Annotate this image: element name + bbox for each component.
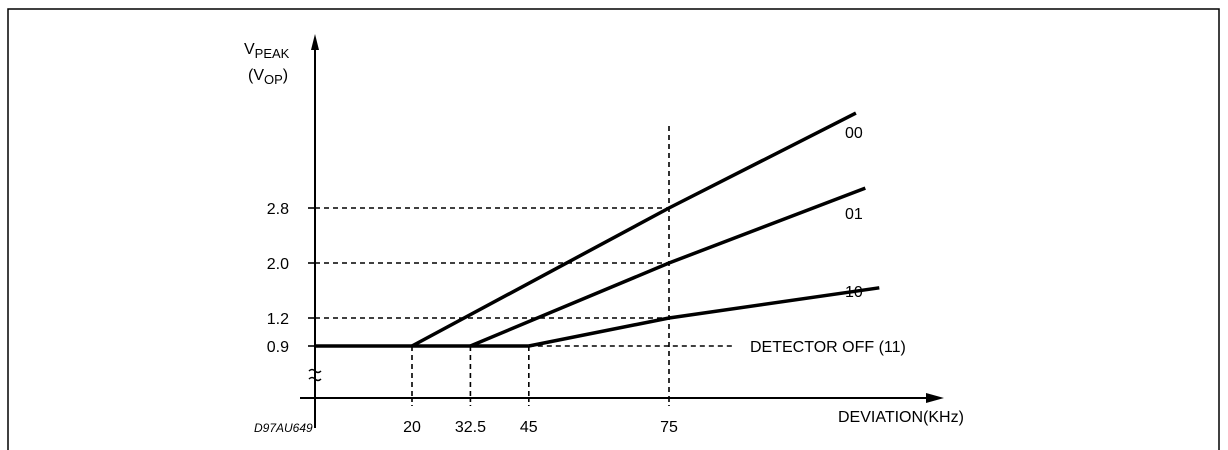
y-axis-label: VPEAK xyxy=(244,41,290,61)
y-axis-arrowhead xyxy=(311,34,319,50)
series-labels: 00 01 10 DETECTOR OFF (11) xyxy=(750,125,906,356)
series-label-1: 01 xyxy=(845,206,863,223)
y-tick-label: 1.2 xyxy=(267,311,289,328)
guide-lines xyxy=(308,126,735,406)
figure-id: D97AU649 xyxy=(254,421,313,435)
series-label-3: DETECTOR OFF (11) xyxy=(750,339,906,356)
series-line-0 xyxy=(411,111,857,348)
series-label-2: 10 xyxy=(845,284,863,301)
figure-border xyxy=(7,8,1220,450)
y-tick-label: 2.8 xyxy=(267,201,289,218)
tick-labels: 20 32.5 45 75 0.9 1.2 2.0 2.8 xyxy=(267,201,678,436)
y-tick-label: 2.0 xyxy=(267,256,289,273)
x-tick-label: 45 xyxy=(520,419,538,436)
series-line-1 xyxy=(469,186,866,348)
x-axis-arrowhead xyxy=(926,393,944,403)
series-label-0: 00 xyxy=(845,125,863,142)
axis-break-mark xyxy=(308,368,322,382)
series-lines xyxy=(315,111,880,348)
x-tick-label: 32.5 xyxy=(455,419,486,436)
y-tick-label: 0.9 xyxy=(267,339,289,356)
series-line-2 xyxy=(528,286,880,348)
y-axis-sublabel: (VOP) xyxy=(248,67,288,87)
x-tick-label: 20 xyxy=(403,419,421,436)
x-tick-label: 75 xyxy=(660,419,678,436)
x-axis-label: DEVIATION(KHz) xyxy=(838,409,964,426)
